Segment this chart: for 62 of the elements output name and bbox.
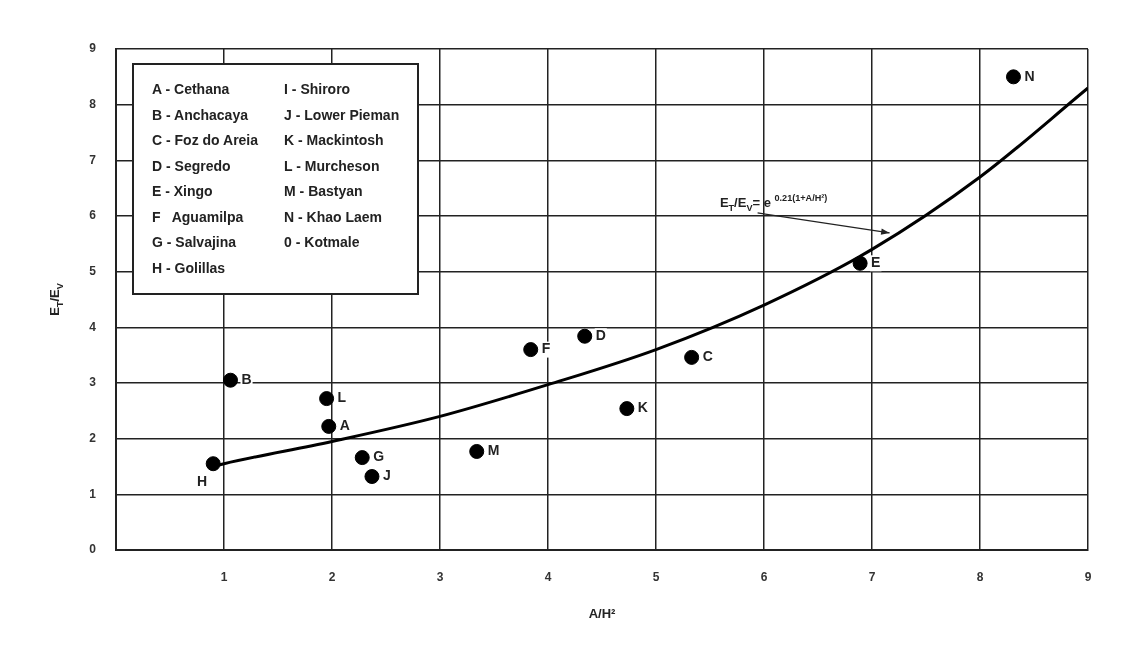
annotation: 0 - Kotmale (284, 233, 361, 252)
y-tick-label: 6 (89, 208, 97, 223)
x-tick-label: 6 (760, 569, 768, 584)
annotation: C - Foz do Areia (152, 131, 259, 150)
point (619, 401, 635, 417)
y-tick-label: 3 (89, 375, 97, 390)
annotation: I - Shiroro (284, 80, 352, 99)
x-tick-label: 3 (436, 569, 444, 584)
point (222, 372, 238, 388)
x-tick-label: 4 (544, 569, 552, 584)
x-tick-label: 1 (220, 569, 228, 584)
annotation: F (541, 340, 551, 357)
x-tick-label: 7 (868, 569, 876, 584)
annotation: K (637, 399, 648, 416)
annotation: N - Khao Laem (284, 207, 384, 227)
annotation: D - Segredo (152, 156, 232, 176)
x-tick-label: 5 (652, 569, 660, 584)
annotation: N (1024, 67, 1035, 84)
annotation: H - Golillas (152, 258, 227, 278)
point (469, 443, 485, 459)
annotation: K - Mackintosh (284, 131, 385, 150)
x-tick-label: 9 (1084, 569, 1092, 584)
annotation: G - Salvajina (152, 233, 238, 252)
x-tick-label: 2 (328, 569, 336, 584)
y-tick-label: 5 (89, 263, 97, 278)
y-tick-label: 7 (89, 152, 97, 167)
annotation: L - Murcheson (284, 156, 381, 176)
y-tick-label: 1 (89, 486, 97, 501)
point (852, 255, 868, 271)
annotation: B (241, 371, 252, 388)
y-axis-title: ET/EV (47, 283, 65, 316)
annotation: J (382, 467, 391, 484)
y-tick-label: 2 (89, 430, 97, 445)
annotation: J - Lower Pieman (284, 105, 400, 125)
x-tick-label: 8 (976, 569, 984, 584)
point (321, 418, 337, 434)
y-tick-label: 8 (89, 96, 97, 111)
point (523, 342, 539, 358)
annotation: A (339, 417, 350, 434)
annotation: M - Bastyan (284, 182, 364, 201)
annotation: E (871, 254, 881, 271)
annotation: G (373, 448, 385, 465)
x-axis-title: A/H² (588, 606, 617, 621)
point (684, 349, 700, 365)
annotation: B - Anchacaya (152, 105, 249, 125)
annotation: M (487, 442, 500, 459)
annotation: F Aguamilpa (152, 207, 245, 227)
y-tick-label: 0 (89, 542, 97, 557)
annotation: C (702, 348, 713, 365)
point (205, 456, 221, 472)
annotation: D (595, 327, 606, 344)
point (319, 391, 335, 407)
point (354, 450, 370, 466)
annotation: H (197, 472, 208, 489)
point (364, 469, 380, 485)
y-tick-label: 9 (89, 41, 97, 56)
point (1005, 69, 1021, 85)
y-tick-label: 4 (89, 319, 97, 334)
annotation: A - Cethana (152, 80, 231, 99)
point (577, 328, 593, 344)
annotation: L (337, 389, 347, 406)
annotation: E - Xingo (152, 182, 214, 201)
